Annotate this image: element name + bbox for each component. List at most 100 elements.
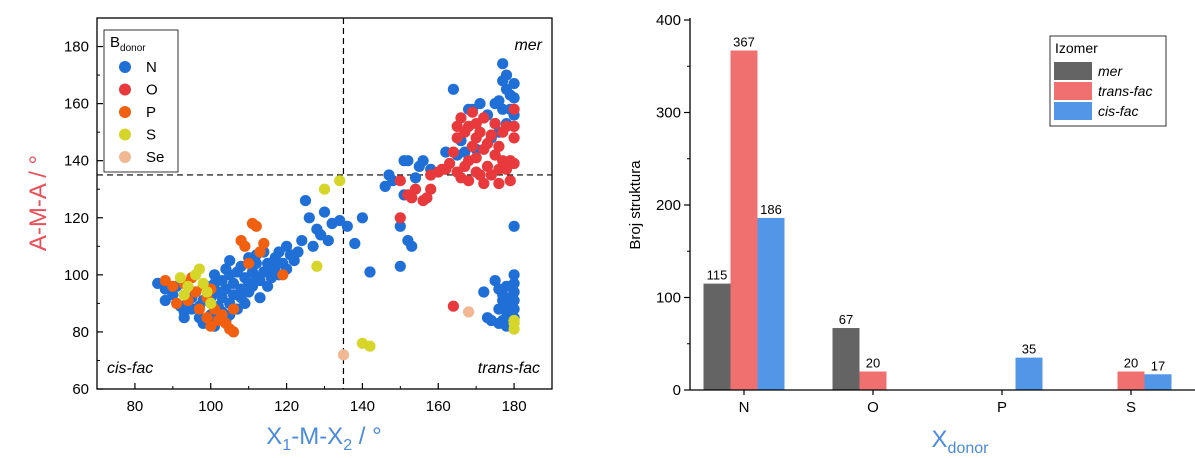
- scatter-point: [485, 169, 497, 181]
- bar-O-trans-fac: [859, 371, 887, 390]
- bar-value-label: 20: [1124, 356, 1138, 371]
- bar-y-tick-label: 100: [656, 290, 681, 307]
- scatter-point: [167, 280, 179, 292]
- x-tick-label: 140: [350, 398, 375, 415]
- scatter-point: [193, 263, 205, 275]
- scatter-point: [474, 98, 486, 110]
- scatter-point: [447, 146, 459, 158]
- scatter-point: [451, 120, 463, 132]
- scatter-point: [508, 277, 520, 289]
- scatter-point: [394, 175, 406, 187]
- scatter-point: [394, 260, 406, 272]
- legend-label-P: P: [146, 104, 156, 121]
- scatter-point: [318, 183, 331, 195]
- scatter-point: [182, 280, 194, 292]
- bar-value-label: 20: [866, 356, 880, 371]
- x-tick-label: 180: [502, 398, 527, 415]
- bar-N-trans-fac: [730, 50, 758, 391]
- scatter-point: [489, 275, 501, 287]
- x-tick-label: 120: [274, 398, 299, 415]
- scatter-point: [508, 157, 520, 170]
- scatter-point: [243, 257, 255, 269]
- scatter-point: [216, 275, 228, 287]
- scatter-annotation: trans-fac: [478, 360, 540, 377]
- scatter-point: [394, 212, 406, 224]
- scatter-point: [508, 132, 520, 144]
- scatter-chart: 80 100 120 140 160 180 60 80 100 120 140 160 180 me…: [25, 17, 553, 454]
- scatter-point: [508, 92, 520, 104]
- scatter-point: [208, 269, 221, 281]
- y-tick-label: 180: [64, 39, 89, 56]
- scatter-point: [493, 177, 505, 190]
- y-tick-label: 60: [72, 381, 89, 398]
- scatter-point: [466, 140, 478, 152]
- scatter-point: [318, 206, 331, 218]
- bar-legend-swatch-mer: [1054, 62, 1092, 80]
- bar-S-cis-fac: [1144, 374, 1172, 390]
- bar-y-tick-label: 400: [656, 12, 681, 29]
- scatter-point: [334, 215, 346, 227]
- scatter-point: [341, 220, 353, 232]
- scatter-x-axis-title: X1-M-X2 / °: [266, 423, 381, 454]
- scatter-annotations: mer cis-fac trans-fac: [107, 37, 543, 377]
- bar-x-tick-label: P: [997, 399, 1007, 416]
- y-tick-label: 80: [72, 324, 89, 341]
- legend-label-O: O: [146, 82, 158, 99]
- bar-legend-title: Izomer: [1055, 40, 1098, 56]
- bar-O-mer: [832, 328, 860, 390]
- scatter-point: [409, 183, 422, 195]
- bar-x-tick-label: S: [1126, 399, 1136, 416]
- bar-value-label: 67: [839, 312, 853, 327]
- scatter-point: [322, 235, 334, 247]
- legend-marker-O: [119, 83, 131, 96]
- bar-y-tick-label: 300: [656, 105, 681, 122]
- scatter-point: [315, 229, 327, 241]
- scatter-point: [447, 83, 459, 95]
- scatter-legend-box: [103, 29, 179, 173]
- bar-value-label: 115: [707, 268, 728, 283]
- bar-legend-label-trans-fac: trans-fac: [1098, 83, 1152, 99]
- x-title-sub1: 1: [282, 437, 291, 454]
- bar-value-label: 35: [1022, 342, 1036, 357]
- scatter-legend-title-sub: donor: [120, 43, 146, 54]
- legend-marker-P: [119, 106, 131, 118]
- scatter-point: [394, 220, 406, 232]
- scatter-point: [197, 277, 209, 289]
- x-title-base: X: [266, 423, 282, 450]
- legend-marker-Se: [119, 151, 131, 163]
- scatter-point: [205, 297, 217, 309]
- scatter-point: [364, 340, 376, 352]
- scatter-point: [406, 192, 418, 204]
- scatter-point: [402, 155, 414, 167]
- legend-label-N: N: [146, 59, 157, 76]
- scatter-y-axis-title: A-M-A / °: [25, 155, 52, 251]
- scatter-point: [258, 237, 270, 250]
- bar-value-label: 17: [1151, 358, 1165, 373]
- bar-x-tick-label: N: [739, 399, 750, 416]
- scatter-point: [474, 169, 486, 181]
- scatter-point: [500, 163, 513, 175]
- scatter-point: [497, 289, 509, 301]
- scatter-point: [451, 132, 463, 144]
- y-tick-label: 160: [64, 96, 89, 113]
- scatter-point: [224, 255, 236, 267]
- scatter-point: [504, 175, 516, 187]
- scatter-point: [296, 235, 308, 247]
- scatter-point: [409, 172, 422, 184]
- scatter-point: [463, 306, 475, 318]
- scatter-point: [508, 303, 520, 315]
- scatter-point: [307, 240, 319, 252]
- scatter-y-ticks: 60 80 100 120 140 160 180: [64, 39, 103, 398]
- bar-x-title-sub: donor: [948, 440, 990, 457]
- scatter-point: [303, 212, 315, 224]
- scatter-point: [216, 309, 228, 321]
- scatter-points: [152, 58, 520, 361]
- scatter-point: [190, 286, 202, 298]
- scatter-point: [463, 175, 475, 187]
- y-tick-label: 100: [64, 267, 89, 284]
- scatter-point: [178, 289, 190, 301]
- scatter-point: [379, 180, 391, 192]
- scatter-point: [481, 160, 494, 172]
